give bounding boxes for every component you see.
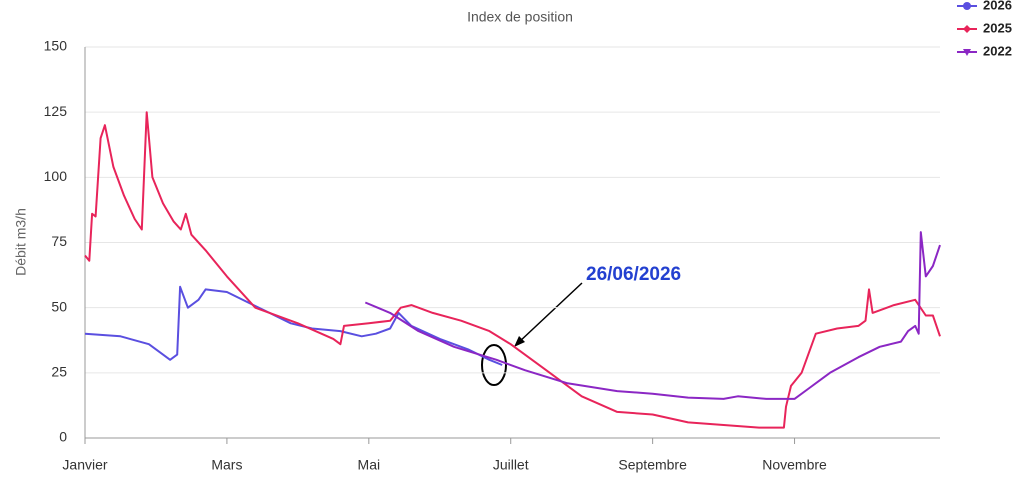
- series-line: [84, 111, 941, 429]
- x-tick-label: Mars: [211, 457, 242, 473]
- y-tick-label: 150: [44, 38, 68, 54]
- y-tick-label: 25: [51, 364, 67, 380]
- annotation: 26/06/2026: [586, 264, 681, 285]
- series-line: [84, 285, 503, 366]
- legend-marker: [963, 25, 971, 33]
- legend-marker: [963, 2, 971, 10]
- x-tick-label: Juillet: [493, 457, 529, 473]
- highlight-ellipse: [481, 344, 507, 386]
- series-line: [364, 231, 941, 400]
- y-tick-label: 0: [59, 429, 67, 445]
- y-tick-label: 125: [44, 103, 68, 119]
- legend-label: 2022: [983, 43, 1012, 58]
- legend-label: 2025: [983, 20, 1012, 35]
- annotation-arrow: [517, 282, 583, 344]
- legend-label: 2026: [983, 0, 1012, 12]
- x-tick-label: Septembre: [618, 457, 687, 473]
- y-tick-label: 75: [51, 233, 67, 249]
- x-tick-label: Janvier: [62, 457, 107, 473]
- y-tick-label: 100: [44, 168, 68, 184]
- y-axis-label: Débit m3/h: [13, 208, 29, 276]
- x-tick-label: Novembre: [762, 457, 827, 473]
- legend-marker: [963, 49, 971, 56]
- arrow-head: [514, 336, 525, 347]
- chart-subtitle: Index de position: [467, 9, 573, 25]
- y-tick-label: 50: [51, 298, 67, 314]
- x-tick-label: Mai: [358, 457, 381, 473]
